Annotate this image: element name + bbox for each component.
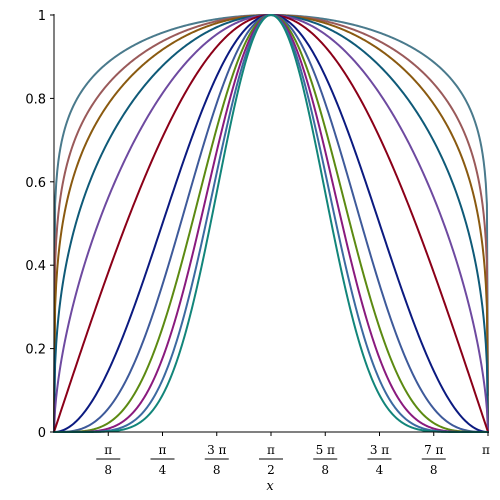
axes-layer: [53, 14, 489, 433]
series-line-6: [53, 14, 489, 433]
x-tick-denominator: 8: [104, 463, 112, 477]
x-tick-label: 7 π8: [421, 443, 446, 477]
series-line-11: [53, 14, 489, 433]
x-tick-label: 5 π8: [313, 443, 338, 477]
x-tick-numerator: 5 π: [316, 443, 335, 457]
x-tick-label: π: [482, 443, 490, 457]
x-tick-numerator: 3 π: [207, 443, 226, 457]
series-line-3: [53, 14, 489, 433]
y-tick-label: 0.2: [25, 343, 46, 358]
series-line-1: [53, 14, 489, 433]
series-line-8: [53, 14, 489, 433]
y-tick-label: 0.8: [25, 92, 46, 107]
series-line-9: [53, 14, 489, 433]
y-tick-label: 0.6: [25, 176, 46, 191]
series-line-4: [53, 14, 489, 433]
series-line-5: [53, 14, 489, 433]
x-tick-numerator: π: [104, 443, 112, 457]
x-tick-numerator: π: [267, 443, 275, 457]
series-line-12: [53, 14, 489, 433]
x-tick-numerator: π: [159, 443, 167, 457]
series-line-2: [53, 14, 489, 433]
x-tick-denominator: 4: [159, 463, 167, 477]
x-tick-label: π8: [96, 443, 121, 477]
x-tick-denominator: 8: [321, 463, 329, 477]
x-tick-label: 3 π4: [367, 443, 392, 477]
x-axis-title: x: [266, 479, 274, 494]
x-tick-label: π4: [150, 443, 175, 477]
x-tick-denominator: 8: [213, 463, 221, 477]
x-tick-numerator: 7 π: [424, 443, 443, 457]
x-tick-denominator: 2: [267, 463, 275, 477]
y-tick-label: 0: [38, 426, 46, 441]
series-line-7: [53, 14, 489, 433]
x-tick-label: 3 π8: [204, 443, 229, 477]
y-tick-label: 0.4: [25, 259, 46, 274]
series-layer: [53, 14, 489, 433]
y-tick-label: 1: [38, 9, 46, 24]
x-tick-denominator: 8: [430, 463, 438, 477]
x-tick-denominator: 4: [376, 463, 384, 477]
x-tick-numerator: 3 π: [370, 443, 389, 457]
x-tick-label: π2: [259, 443, 283, 477]
series-line-10: [53, 14, 489, 433]
